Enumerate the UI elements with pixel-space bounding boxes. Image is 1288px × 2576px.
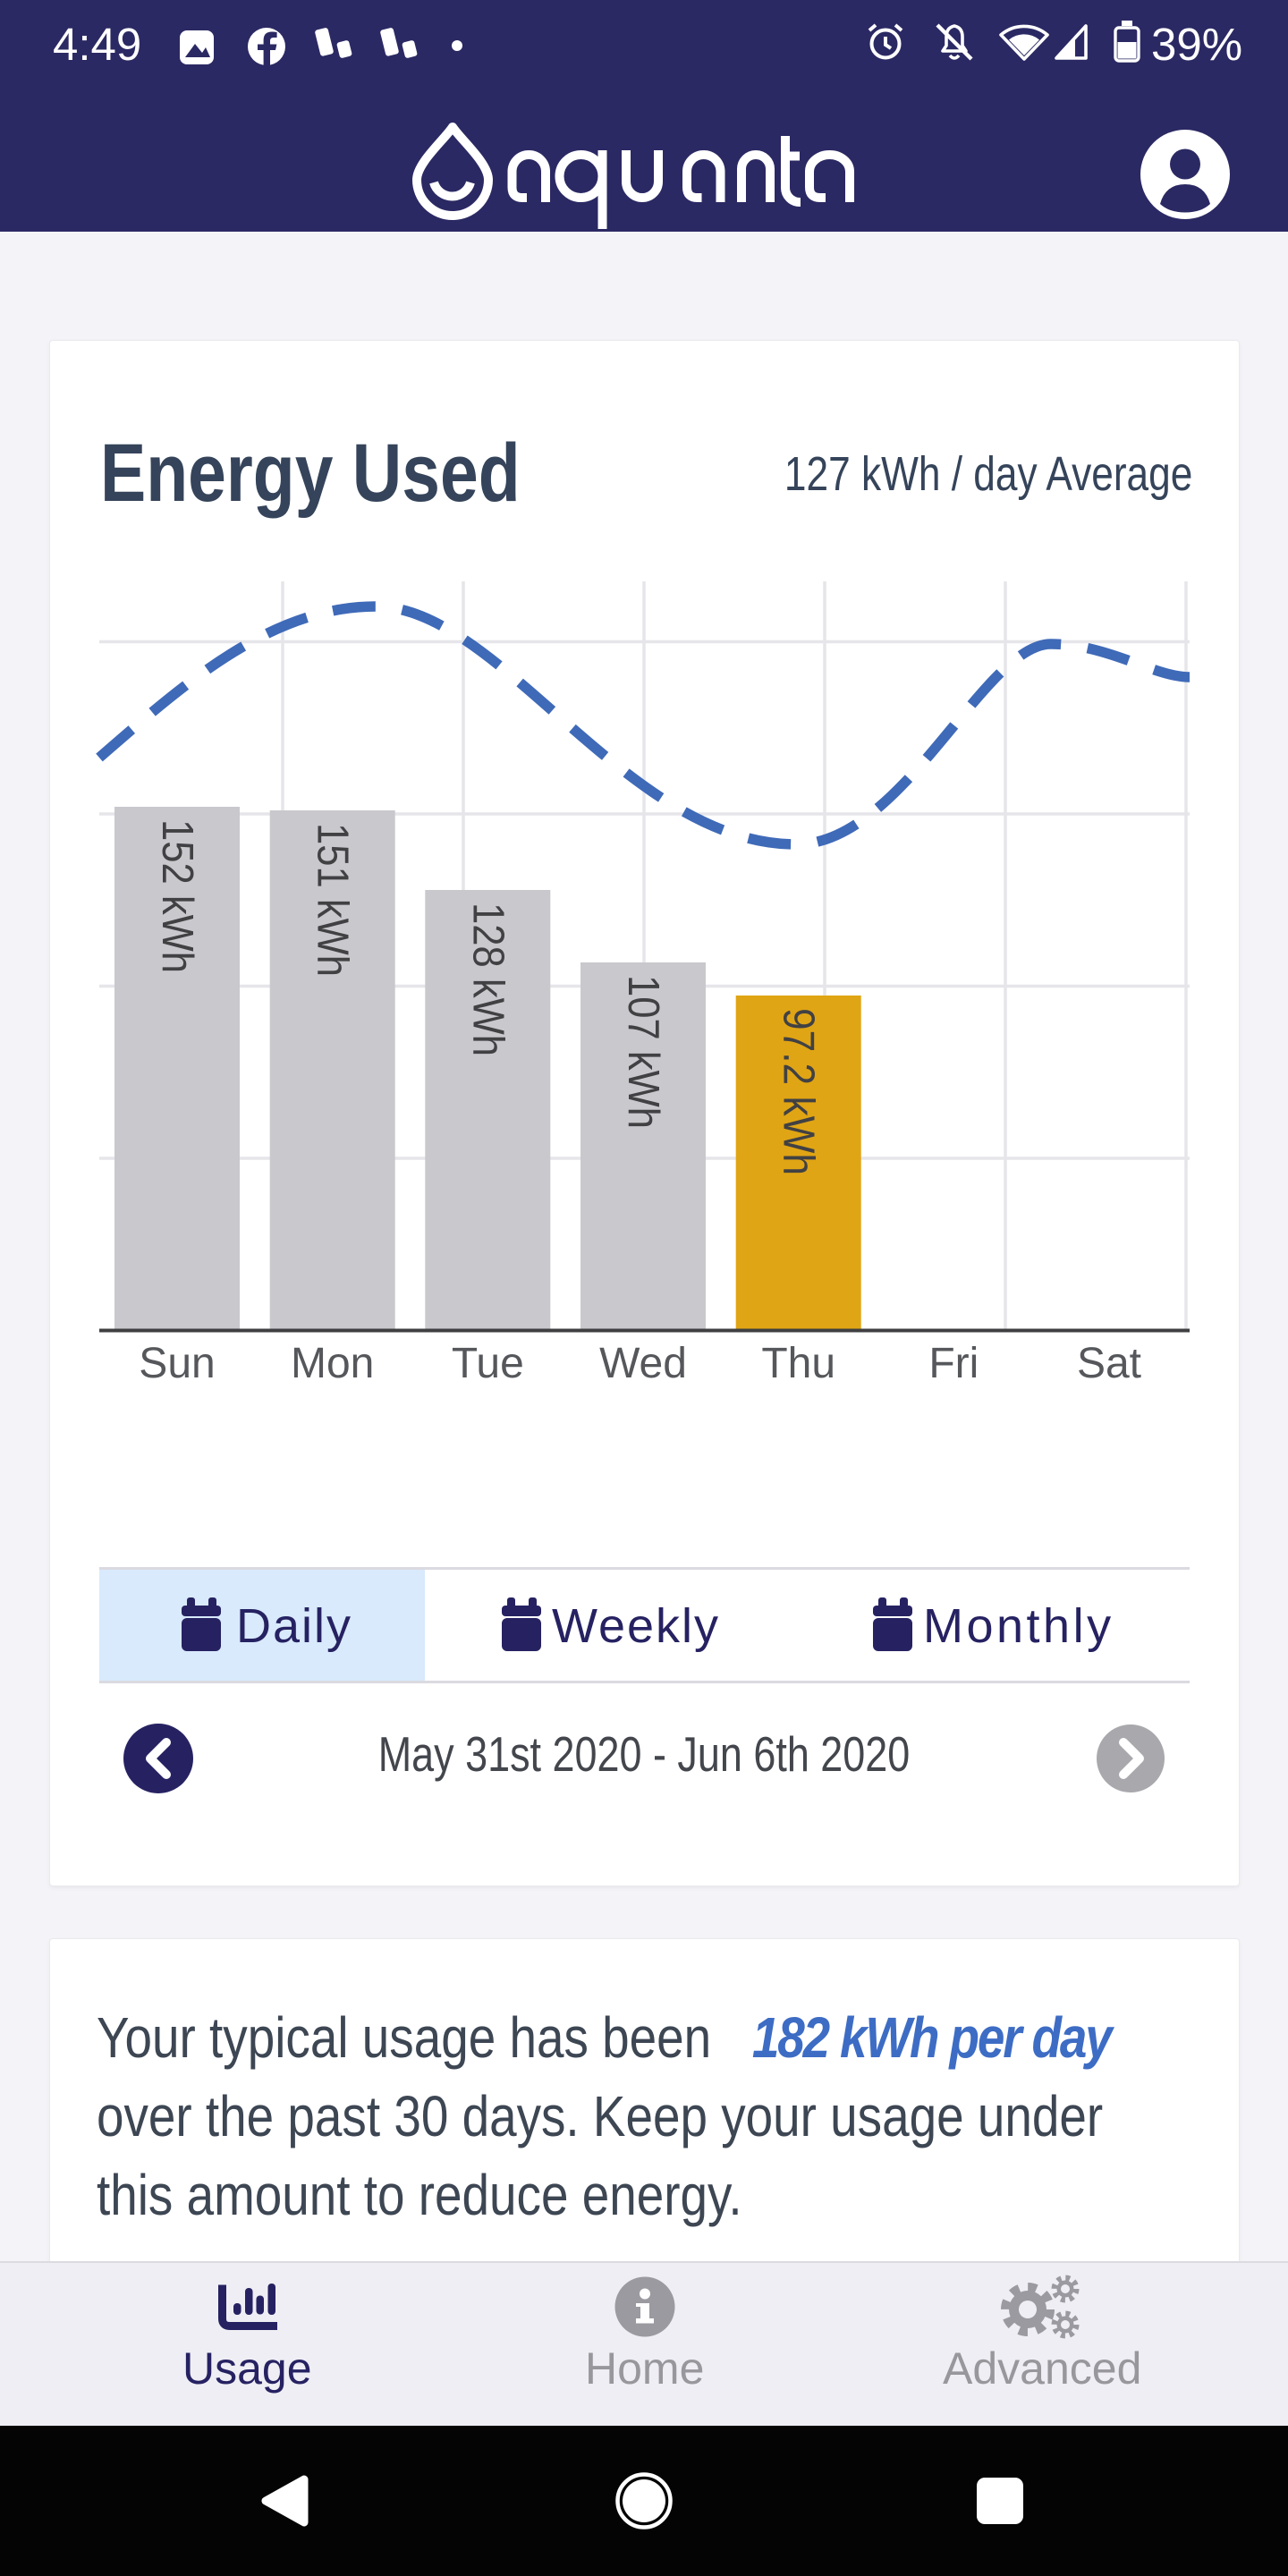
- svg-text:Wed: Wed: [599, 1340, 687, 1387]
- svg-text:97.2 kWh: 97.2 kWh: [775, 1008, 823, 1175]
- svg-text:151 kWh: 151 kWh: [309, 823, 357, 977]
- svg-text:107 kWh: 107 kWh: [619, 975, 667, 1129]
- svg-text:39%: 39%: [1151, 19, 1242, 70]
- svg-text:128 kWh: 128 kWh: [463, 902, 512, 1056]
- svg-text:Mon: Mon: [291, 1340, 374, 1387]
- svg-text:Thu: Thu: [761, 1340, 835, 1387]
- svg-text:Sun: Sun: [139, 1340, 215, 1387]
- svg-text:Tue: Tue: [452, 1340, 524, 1387]
- svg-text:Sat: Sat: [1077, 1340, 1141, 1387]
- svg-text:4:49: 4:49: [53, 19, 141, 70]
- svg-text:Fri: Fri: [928, 1340, 979, 1387]
- svg-text:152 kWh: 152 kWh: [153, 819, 201, 973]
